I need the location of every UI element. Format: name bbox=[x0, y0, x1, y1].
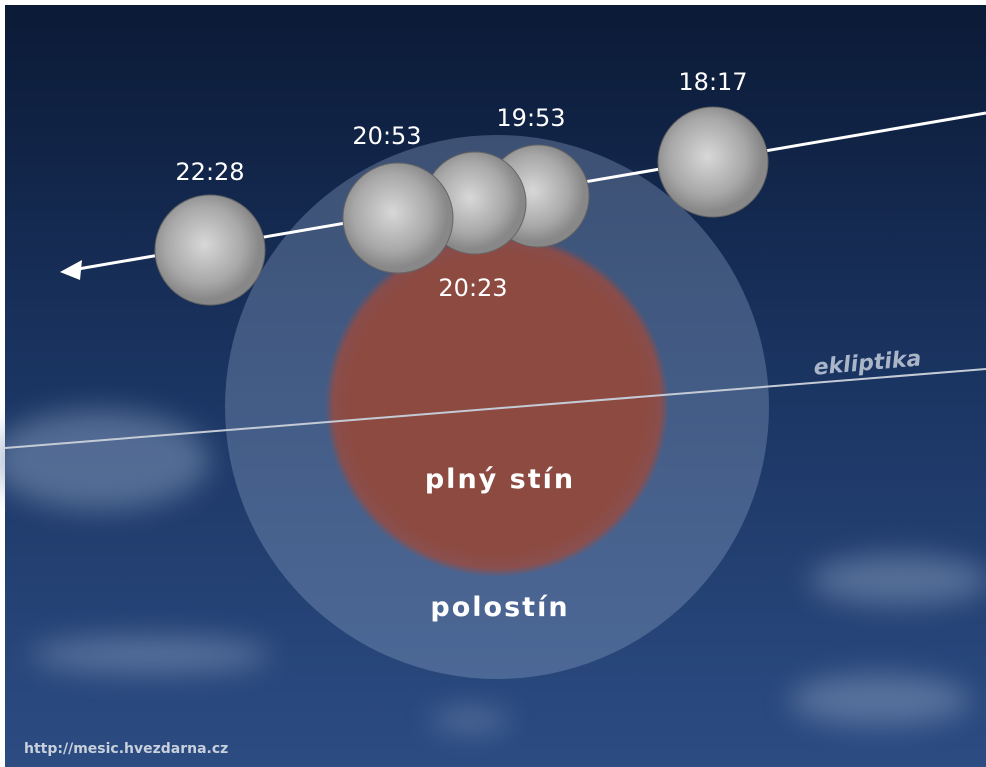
time-label: 20:53 bbox=[352, 122, 421, 150]
time-label: 22:28 bbox=[175, 158, 244, 186]
moon bbox=[658, 107, 768, 217]
time-label: 20:23 bbox=[438, 274, 507, 302]
time-label: 19:53 bbox=[496, 104, 565, 132]
source-url: http://mesic.hvezdarna.cz bbox=[24, 741, 228, 757]
moon bbox=[155, 195, 265, 305]
penumbra-label: polostín bbox=[430, 592, 569, 623]
moon bbox=[343, 163, 453, 273]
umbra-label: plný stín bbox=[425, 464, 575, 495]
time-label: 18:17 bbox=[678, 68, 747, 96]
eclipse-diagram: 22:28 20:53 20:23 19:53 18:17 ekliptika … bbox=[0, 0, 986, 767]
